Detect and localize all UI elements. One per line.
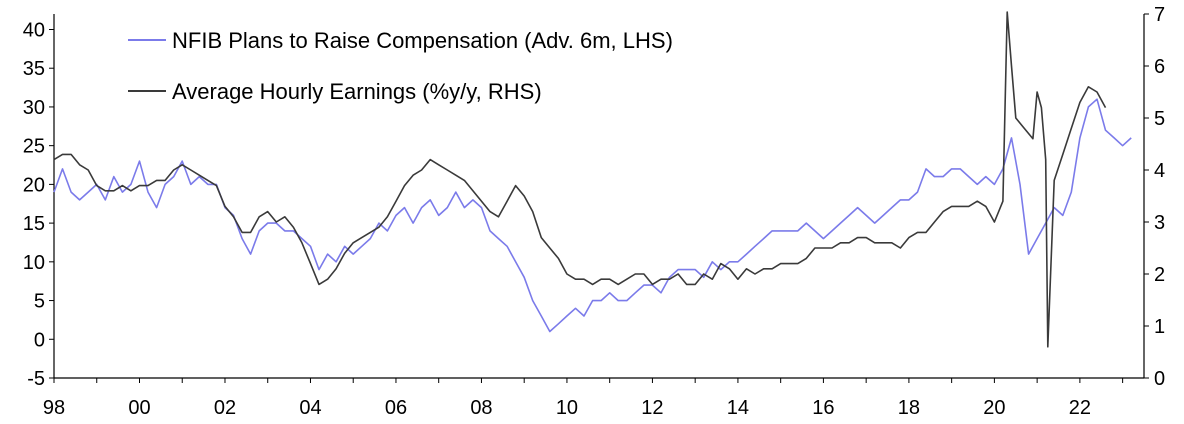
left-tick-label: 15: [23, 213, 45, 235]
x-tick-label: 20: [983, 397, 1005, 419]
right-tick-label: 2: [1154, 264, 1165, 286]
right-tick-label: 4: [1154, 160, 1165, 182]
x-tick-label: 06: [385, 397, 407, 419]
x-tick-label: 08: [470, 397, 492, 419]
right-tick-label: 6: [1154, 56, 1165, 78]
left-tick-label: 25: [23, 136, 45, 158]
right-tick-label: 1: [1154, 316, 1165, 338]
left-tick-label: -5: [27, 368, 45, 390]
right-tick-label: 0: [1154, 368, 1165, 390]
left-tick-label: 40: [23, 19, 45, 41]
right-tick-label: 5: [1154, 108, 1165, 130]
x-tick-label: 22: [1069, 397, 1091, 419]
legend-label-nfib: NFIB Plans to Raise Compensation (Adv. 6…: [172, 28, 673, 53]
left-tick-label: 20: [23, 174, 45, 196]
right-tick-label: 3: [1154, 212, 1165, 234]
x-tick-label: 98: [43, 397, 65, 419]
x-tick-label: 10: [556, 397, 578, 419]
right-tick-label: 7: [1154, 4, 1165, 26]
legend-label-ahe: Average Hourly Earnings (%y/y, RHS): [172, 79, 542, 104]
series-lines: [53, 11, 1132, 348]
x-tick-label: 12: [641, 397, 663, 419]
x-tick-label: 02: [214, 397, 236, 419]
x-tick-label: 18: [898, 397, 920, 419]
x-tick-label: 14: [727, 397, 749, 419]
x-tick-label: 04: [299, 397, 321, 419]
left-tick-label: 30: [23, 97, 45, 119]
x-tick-label: 00: [128, 397, 150, 419]
series-line-ahe: [53, 11, 1107, 348]
left-tick-label: 10: [23, 252, 45, 274]
x-tick-label: 16: [812, 397, 834, 419]
series-line-nfib: [53, 98, 1132, 333]
left-tick-label: 5: [34, 291, 45, 313]
left-tick-label: 0: [34, 329, 45, 351]
left-tick-label: 35: [23, 58, 45, 80]
legend: NFIB Plans to Raise Compensation (Adv. 6…: [128, 28, 673, 104]
